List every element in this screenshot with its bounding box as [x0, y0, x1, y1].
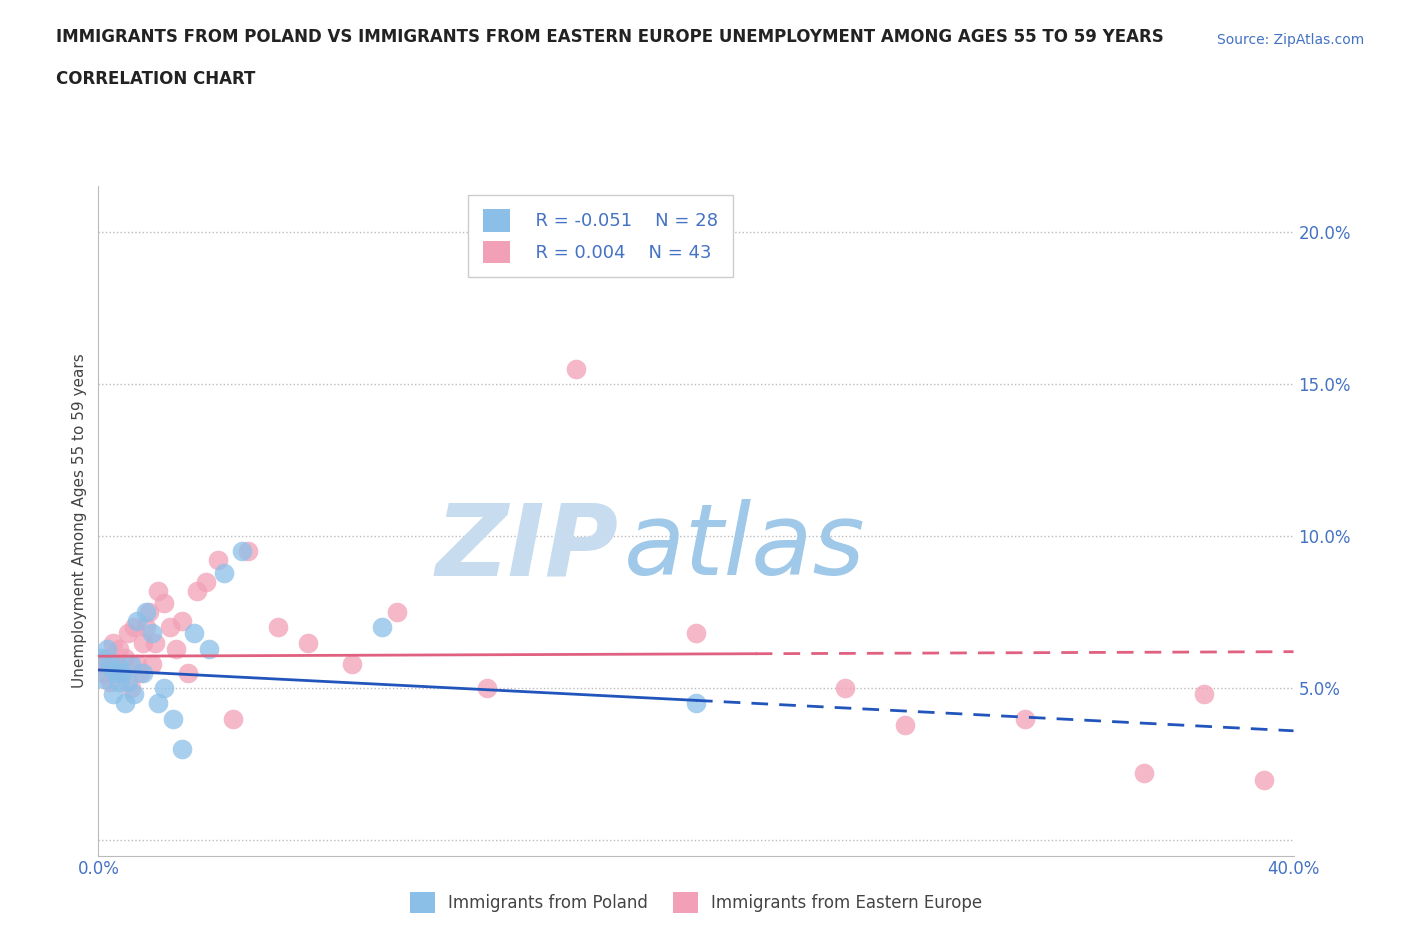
Point [138, 604, 160, 619]
Point [111, 666, 134, 681]
Point [565, 361, 588, 376]
Point [198, 641, 221, 656]
Point [834, 681, 856, 696]
Point [98, 657, 122, 671]
Point [342, 657, 364, 671]
Point [1014, 711, 1036, 726]
Point [135, 604, 157, 619]
Point [148, 583, 170, 598]
Point [129, 666, 152, 681]
Point [267, 620, 290, 635]
Point [1192, 687, 1215, 702]
Point [297, 635, 319, 650]
Point [111, 666, 134, 681]
Point [108, 659, 131, 674]
Point [108, 674, 131, 689]
Point [127, 657, 149, 671]
Point [93, 666, 115, 681]
Point [172, 741, 194, 756]
Point [194, 574, 218, 589]
Point [222, 711, 245, 726]
Point [93, 671, 115, 686]
Point [103, 662, 125, 677]
Point [153, 681, 176, 696]
Point [148, 696, 170, 711]
Point [685, 696, 707, 711]
Point [371, 620, 394, 635]
Point [165, 641, 187, 656]
Point [96, 641, 118, 656]
Point [186, 583, 208, 598]
Text: atlas: atlas [624, 499, 866, 596]
Point [385, 604, 409, 619]
Point [105, 666, 128, 681]
Y-axis label: Unemployment Among Ages 55 to 59 years: Unemployment Among Ages 55 to 59 years [72, 353, 87, 688]
Point [90, 650, 112, 665]
Point [114, 696, 136, 711]
Text: IMMIGRANTS FROM POLAND VS IMMIGRANTS FROM EASTERN EUROPE UNEMPLOYMENT AMONG AGES: IMMIGRANTS FROM POLAND VS IMMIGRANTS FRO… [56, 28, 1164, 46]
Point [114, 650, 136, 665]
Point [1133, 766, 1156, 781]
Text: ZIP: ZIP [436, 499, 619, 596]
Point [120, 657, 142, 671]
Point [135, 620, 157, 635]
Point [103, 687, 125, 702]
Point [894, 717, 917, 732]
Point [96, 650, 118, 665]
Point [124, 620, 146, 635]
Point [141, 657, 163, 671]
Point [141, 626, 163, 641]
Point [117, 626, 139, 641]
Point [162, 711, 184, 726]
Point [90, 657, 112, 671]
Point [98, 674, 122, 689]
Point [177, 666, 200, 681]
Point [153, 595, 176, 610]
Point [207, 553, 229, 568]
Text: CORRELATION CHART: CORRELATION CHART [56, 70, 256, 87]
Point [183, 626, 205, 641]
Point [231, 544, 253, 559]
Point [127, 614, 149, 629]
Point [124, 687, 146, 702]
Point [132, 635, 155, 650]
Point [105, 657, 128, 671]
Point [117, 674, 139, 689]
Point [132, 666, 155, 681]
Point [172, 614, 194, 629]
Point [212, 565, 235, 580]
Text: Source: ZipAtlas.com: Source: ZipAtlas.com [1216, 33, 1364, 46]
Point [1253, 772, 1275, 787]
Point [159, 620, 181, 635]
Point [475, 681, 498, 696]
Point [108, 641, 131, 656]
Point [236, 544, 259, 559]
Legend: Immigrants from Poland, Immigrants from Eastern Europe: Immigrants from Poland, Immigrants from … [401, 884, 991, 921]
Point [120, 681, 142, 696]
Point [685, 626, 707, 641]
Point [143, 635, 166, 650]
Point [103, 635, 125, 650]
